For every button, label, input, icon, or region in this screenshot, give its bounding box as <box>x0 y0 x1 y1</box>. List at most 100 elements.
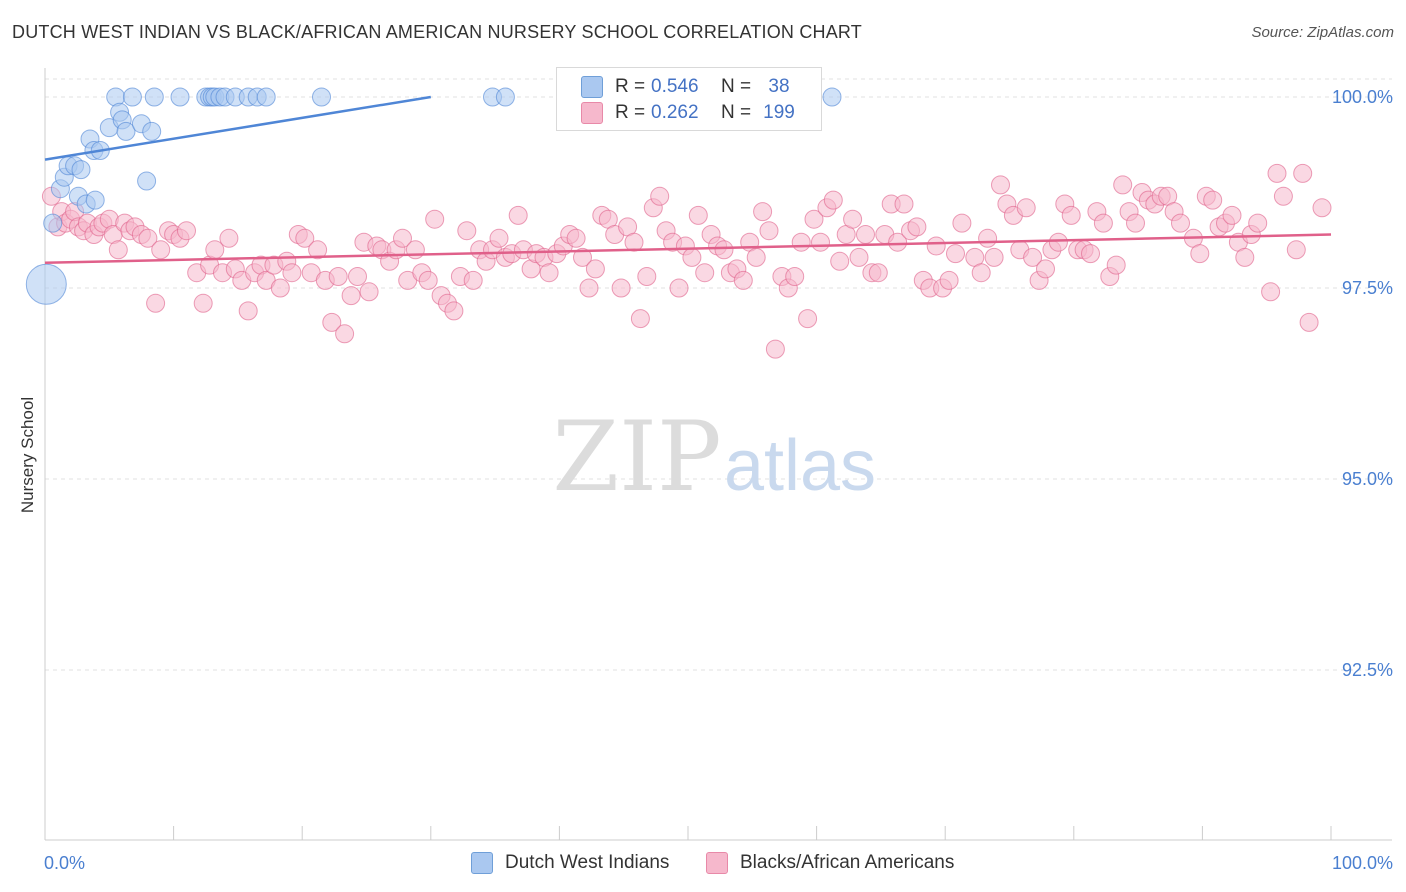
data-point <box>695 263 715 283</box>
legend-n-value: 38 <box>768 76 790 97</box>
y-tick-label: 97.5% <box>1342 278 1393 298</box>
y-tick-label: 100.0% <box>1332 87 1393 107</box>
data-point <box>444 301 464 321</box>
data-point <box>1113 175 1133 195</box>
data-point <box>170 87 190 107</box>
data-point <box>116 121 136 141</box>
data-point <box>566 228 586 248</box>
data-point <box>1023 247 1043 267</box>
data-point <box>753 202 773 222</box>
data-point <box>1171 213 1190 233</box>
legend-item-blacks-african-americans[interactable]: Blacks/African Americans <box>706 852 954 874</box>
data-point <box>688 205 708 225</box>
data-point <box>798 309 818 329</box>
data-point <box>811 232 830 252</box>
data-point <box>714 240 734 260</box>
data-point <box>624 232 644 252</box>
data-point <box>1235 247 1255 267</box>
data-point <box>1126 213 1145 233</box>
legend-n-label: N = <box>721 76 752 97</box>
data-point <box>256 87 276 107</box>
legend-r-value: 0.262 <box>651 102 699 123</box>
trend-lines <box>44 95 1332 265</box>
legend-label: Dutch West Indians <box>505 852 670 873</box>
data-point <box>463 270 483 290</box>
data-point <box>1261 282 1281 302</box>
data-point <box>341 286 361 306</box>
series-dutch-west-indians <box>25 87 842 305</box>
data-point <box>630 309 650 329</box>
series-legend: Dutch West Indians Blacks/African Americ… <box>0 852 1406 878</box>
x-tick-label: 100.0% <box>1332 853 1393 873</box>
data-point <box>335 324 355 344</box>
data-point <box>418 270 438 290</box>
data-point <box>785 267 805 286</box>
data-point <box>1299 312 1319 332</box>
data-point <box>348 267 367 286</box>
data-point <box>856 225 875 244</box>
legend-item-dutch-west-indians[interactable]: Dutch West Indians <box>471 852 669 874</box>
data-point <box>971 263 991 283</box>
data-point <box>137 171 157 191</box>
data-point <box>270 278 290 298</box>
data-point <box>669 278 689 298</box>
data-point <box>1016 198 1036 218</box>
data-point <box>495 87 515 107</box>
data-point <box>1267 163 1287 183</box>
series-blacks-african-americans <box>41 163 1332 359</box>
legend-r-value: 0.546 <box>651 76 699 97</box>
data-point <box>991 175 1010 195</box>
data-point <box>508 205 528 225</box>
source-label: Source: ZipAtlas.com <box>1251 24 1394 41</box>
data-point <box>405 240 425 260</box>
data-point <box>1293 163 1313 183</box>
y-tick-label: 95.0% <box>1342 469 1393 489</box>
trend-line-dutch-west-indians <box>44 95 432 161</box>
data-point <box>585 259 605 279</box>
data-point <box>682 247 702 267</box>
data-point <box>359 282 379 302</box>
data-point <box>978 228 998 248</box>
x-tick-label: 0.0% <box>44 853 85 873</box>
data-point <box>830 251 850 271</box>
data-point <box>43 213 63 233</box>
legend-swatch-blue <box>471 852 493 874</box>
legend-swatch-pink <box>706 852 728 874</box>
legend-swatch-blue <box>581 76 603 98</box>
data-point <box>177 221 196 241</box>
data-point <box>142 121 162 141</box>
data-point <box>849 247 869 267</box>
chart-title: DUTCH WEST INDIAN VS BLACK/AFRICAN AMERI… <box>12 22 863 42</box>
data-point <box>804 209 824 229</box>
tick-labels: 100.0% 97.5% 95.0% 92.5% 0.0% 100.0% <box>44 87 1393 873</box>
data-point <box>1273 186 1293 206</box>
data-point <box>1048 232 1068 252</box>
data-point <box>579 278 599 298</box>
data-point <box>868 263 888 283</box>
legend-r-label: R = <box>615 76 646 97</box>
data-point <box>759 221 779 241</box>
legend-swatch-pink <box>581 102 603 124</box>
data-point <box>822 87 842 107</box>
data-point <box>637 267 657 286</box>
data-point <box>1286 240 1306 260</box>
watermark-atlas: atlas <box>724 426 876 506</box>
legend-row-dutch-west-indians: R = 0.546 N = 38 <box>581 74 799 100</box>
data-point <box>843 209 863 229</box>
watermark-zip: ZIP <box>552 401 721 513</box>
data-point <box>1248 213 1268 233</box>
data-point <box>295 228 315 248</box>
data-point <box>489 228 509 248</box>
data-point <box>984 247 1004 267</box>
data-point <box>1093 213 1113 233</box>
stats-legend: R = 0.546 N = 38 R = 0.262 N = 199 <box>556 67 822 131</box>
data-point <box>425 209 445 229</box>
data-point <box>1106 255 1126 275</box>
data-point <box>193 293 213 313</box>
gridlines <box>45 78 1392 671</box>
trend-line-blacks-african-americans <box>44 233 1332 265</box>
data-point <box>308 240 328 260</box>
data-point <box>219 228 239 248</box>
data-point <box>282 263 302 283</box>
data-point <box>1081 244 1100 264</box>
